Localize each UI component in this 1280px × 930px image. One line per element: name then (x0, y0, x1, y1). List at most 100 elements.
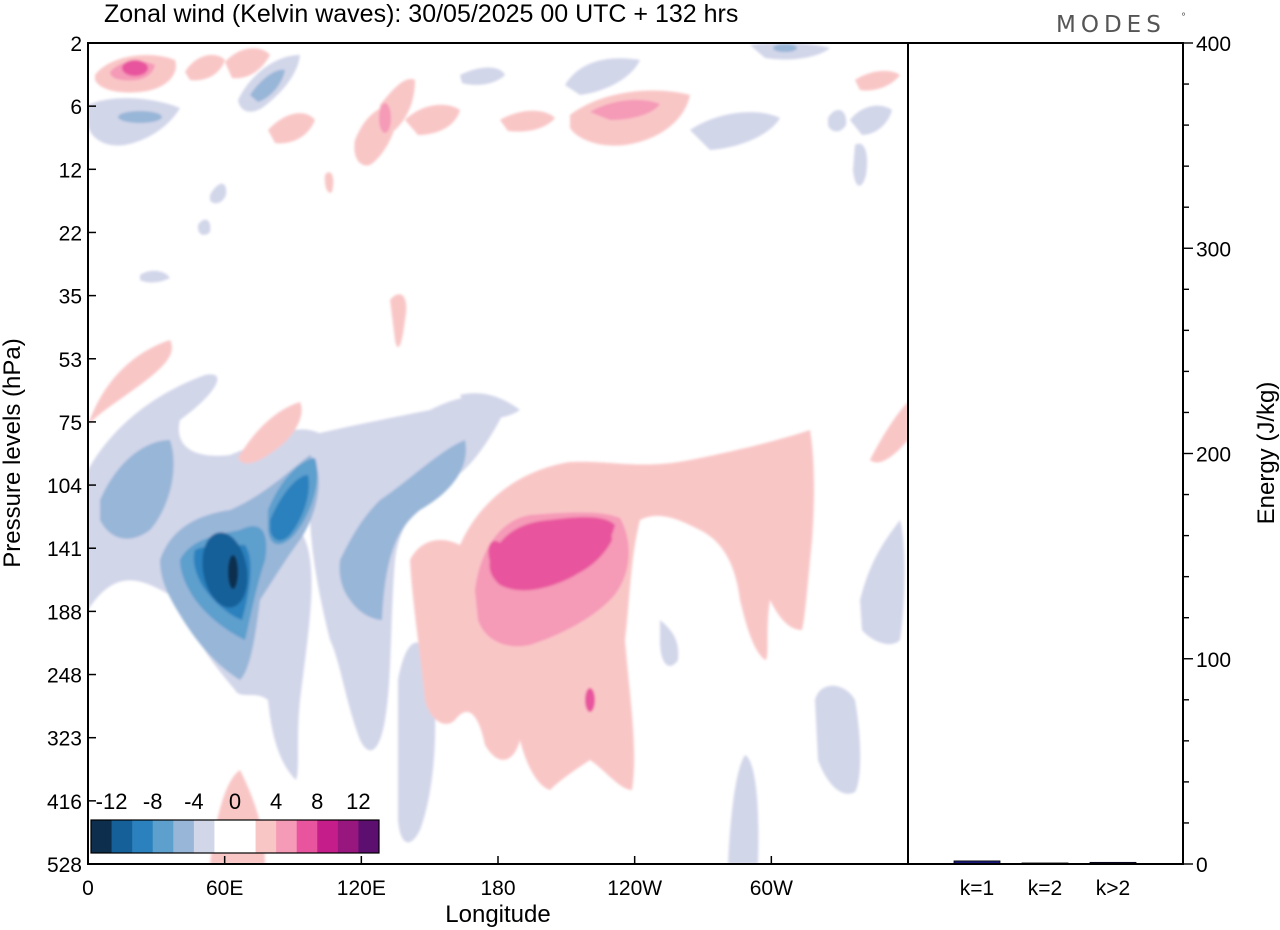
colorbar-frame (90, 819, 380, 854)
colorbar-swatch (214, 820, 236, 853)
positive-anomaly (530, 521, 612, 580)
negative-anomaly (339, 440, 466, 620)
pressure-axis: 2 6 12 22 35 53 75 104 141 188 248 323 416 528 (47, 33, 96, 877)
y-tick-label: 528 (47, 854, 82, 877)
energy-tick-label: 0 (1196, 854, 1208, 877)
brand-logo: MODES (1056, 12, 1166, 38)
negative-anomaly (140, 270, 170, 283)
colorbar-tick-label: 12 (346, 789, 370, 814)
y-tick-label: 416 (47, 791, 82, 814)
negative-anomaly (565, 58, 640, 95)
positive-anomaly (88, 340, 172, 425)
colorbar-swatch (111, 820, 133, 853)
positive-anomaly (379, 103, 391, 133)
negative-anomaly (270, 475, 309, 541)
contour-fills (88, 43, 908, 864)
colorbar-swatch (173, 820, 195, 853)
y-tick-label: 104 (47, 475, 82, 498)
negative-anomaly (100, 440, 174, 539)
x-tick-label: 120W (607, 877, 662, 900)
y-tick-label: 53 (59, 349, 82, 372)
colorbar-tick-label: 4 (270, 789, 282, 814)
positive-anomaly (855, 70, 900, 91)
heatmap-panel: -12 -8 -4 0 4 8 12 2 6 12 22 35 53 75 104 141 188 248 323… (0, 33, 909, 928)
positive-anomaly (870, 402, 908, 463)
positive-anomaly (185, 54, 225, 81)
energy-frame (907, 42, 1184, 865)
negative-anomaly (290, 396, 505, 751)
colorbar-tick-label: -8 (143, 789, 163, 814)
negative-anomaly (860, 520, 905, 645)
y-tick-label: 141 (47, 538, 82, 561)
colorbar-tick-label: -12 (96, 789, 128, 814)
colorbar-swatch (91, 820, 113, 853)
negative-anomaly (228, 555, 238, 589)
longitude-axis: 0 60E 120E 180 120W 60W (82, 856, 793, 900)
negative-anomaly (198, 219, 211, 235)
positive-anomaly (500, 110, 555, 132)
x-tick-label: 0 (82, 877, 94, 900)
negative-anomaly (773, 44, 797, 52)
positive-anomaly (405, 104, 460, 135)
colorbar-swatch (296, 820, 318, 853)
negative-anomaly (660, 620, 679, 666)
colorbar-swatch (193, 820, 215, 853)
colorbar-swatch (337, 820, 359, 853)
y-tick-label: 188 (47, 601, 82, 624)
y-tick-label: 2 (70, 33, 82, 56)
positive-anomaly (324, 172, 334, 193)
y-tick-label: 75 (59, 412, 82, 435)
colorbar: -12 -8 -4 0 4 8 12 (90, 789, 380, 854)
colorbar-swatch (235, 820, 257, 853)
y-tick-label: 22 (59, 222, 82, 245)
y-axis-label: Pressure levels (hPa) (0, 338, 26, 567)
colorbar-swatch (317, 820, 339, 853)
negative-anomaly (850, 105, 892, 135)
negative-anomaly (202, 532, 248, 608)
negative-anomaly (828, 109, 847, 132)
colorbar-tick-label: -4 (184, 789, 204, 814)
y-tick-label: 35 (59, 286, 82, 309)
x-axis-label: Longitude (445, 901, 550, 928)
energy-tick-label: 100 (1196, 649, 1231, 672)
y-tick-label: 12 (59, 159, 82, 182)
negative-anomaly (460, 393, 520, 419)
positive-anomaly (238, 402, 302, 464)
colorbar-swatch (276, 820, 298, 853)
energy-tick-label: 300 (1196, 238, 1231, 261)
positive-anomaly (122, 60, 148, 76)
negative-anomaly (210, 183, 227, 204)
energy-tick-label: 400 (1196, 33, 1231, 56)
energy-axis: 0 100 200 300 400 (1183, 33, 1231, 877)
positive-anomaly (488, 540, 512, 580)
positive-anomaly (410, 430, 815, 790)
colorbar-tick-label: 0 (229, 789, 241, 814)
positive-anomaly (590, 99, 660, 120)
negative-anomaly (853, 143, 868, 186)
brand-mark: ° (1181, 12, 1191, 23)
wavenumber-axis: k=1 k=2 k>2 (960, 877, 1130, 900)
negative-anomaly (118, 111, 162, 123)
negative-anomaly (690, 112, 780, 150)
y-tick-label: 323 (47, 728, 82, 751)
y-tick-label: 248 (47, 665, 82, 688)
negative-anomaly (460, 67, 505, 85)
x-tick-label: 60E (206, 877, 243, 900)
colorbar-swatch (132, 820, 154, 853)
y-tick-label: 6 (70, 96, 82, 119)
negative-anomaly (250, 69, 285, 102)
x-tick-label: 120E (337, 877, 386, 900)
colorbar-swatch (255, 820, 277, 853)
positive-anomaly (268, 113, 315, 144)
positive-anomaly (225, 48, 270, 79)
wavenumber-label: k=1 (960, 877, 994, 900)
x-tick-label: 180 (480, 877, 515, 900)
colorbar-tick-label: 8 (311, 789, 323, 814)
wavenumber-label: k=2 (1028, 877, 1062, 900)
energy-tick-label: 200 (1196, 444, 1231, 467)
colorbar-swatch (358, 820, 380, 853)
energy-panel: 0 100 200 300 400 k=1 k=2 k>2 Energy (J/kg) (907, 33, 1280, 900)
x-tick-label: 60W (750, 877, 793, 900)
negative-anomaly (728, 755, 759, 864)
